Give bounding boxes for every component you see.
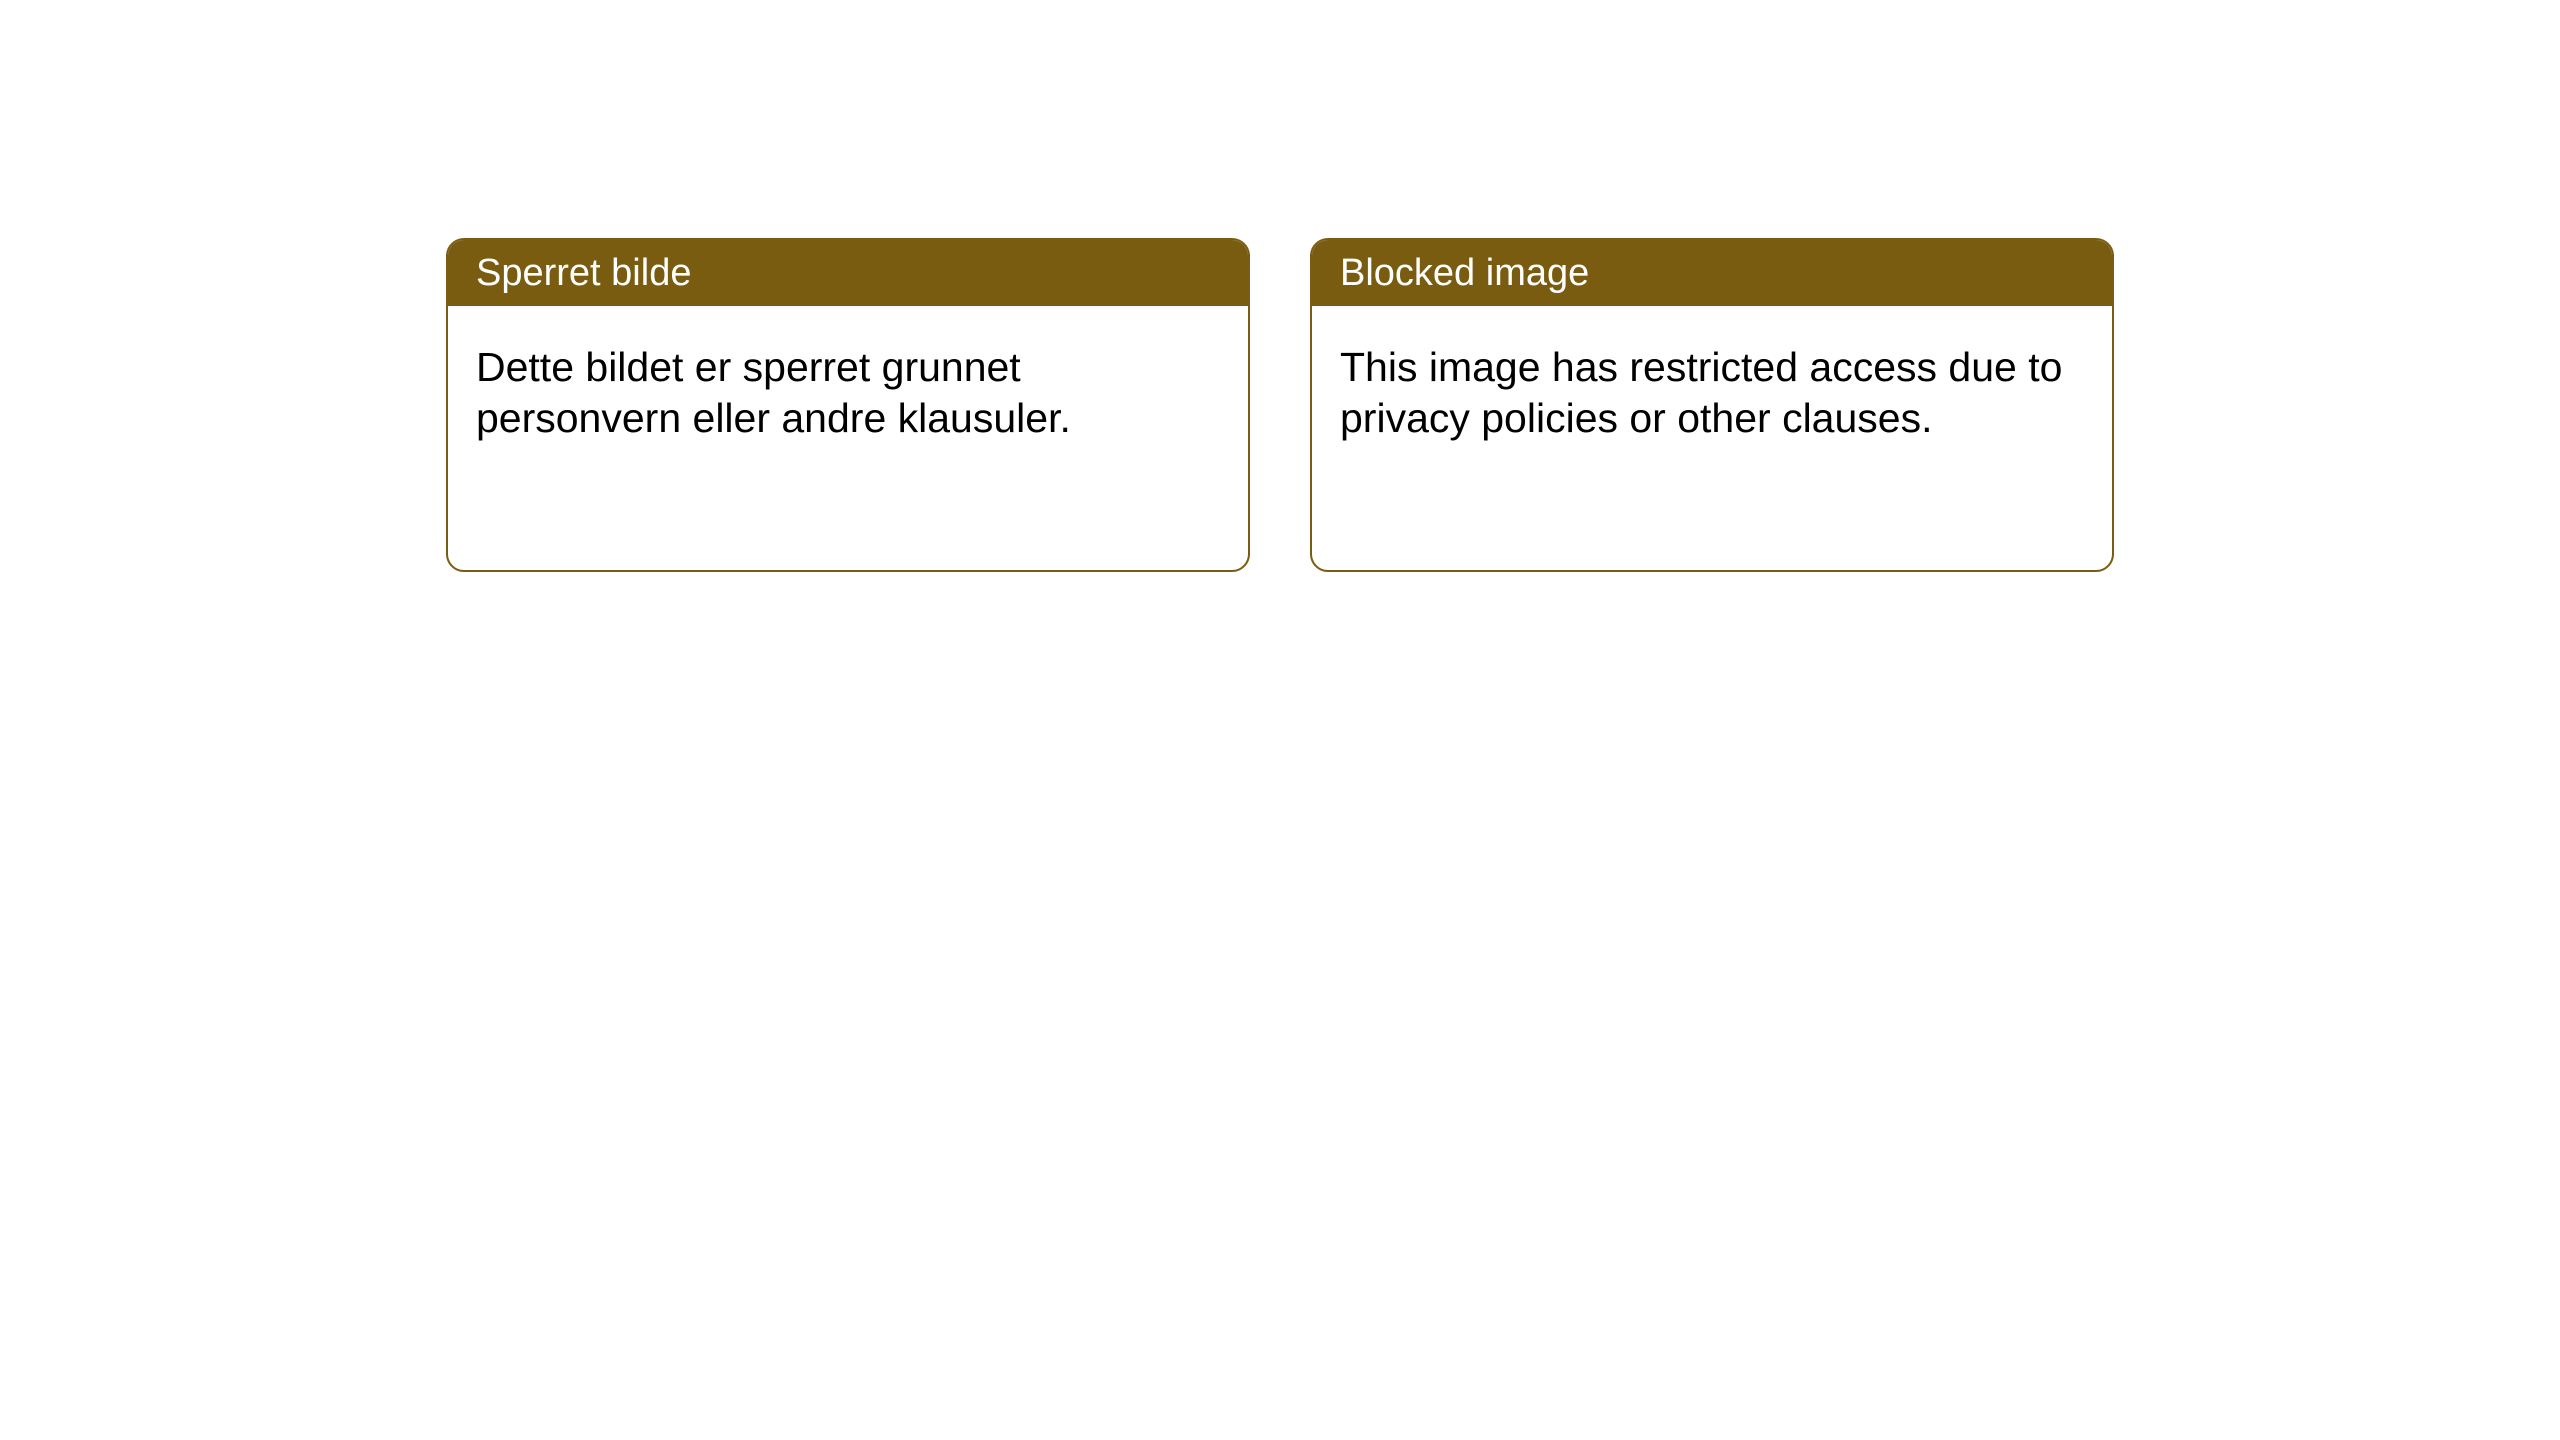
notice-card-english: Blocked image This image has restricted … <box>1310 238 2114 572</box>
notice-body: This image has restricted access due to … <box>1312 306 2112 473</box>
notice-card-norwegian: Sperret bilde Dette bildet er sperret gr… <box>446 238 1250 572</box>
notice-body: Dette bildet er sperret grunnet personve… <box>448 306 1248 473</box>
notice-header: Blocked image <box>1312 240 2112 306</box>
notice-container: Sperret bilde Dette bildet er sperret gr… <box>0 0 2560 572</box>
notice-header: Sperret bilde <box>448 240 1248 306</box>
